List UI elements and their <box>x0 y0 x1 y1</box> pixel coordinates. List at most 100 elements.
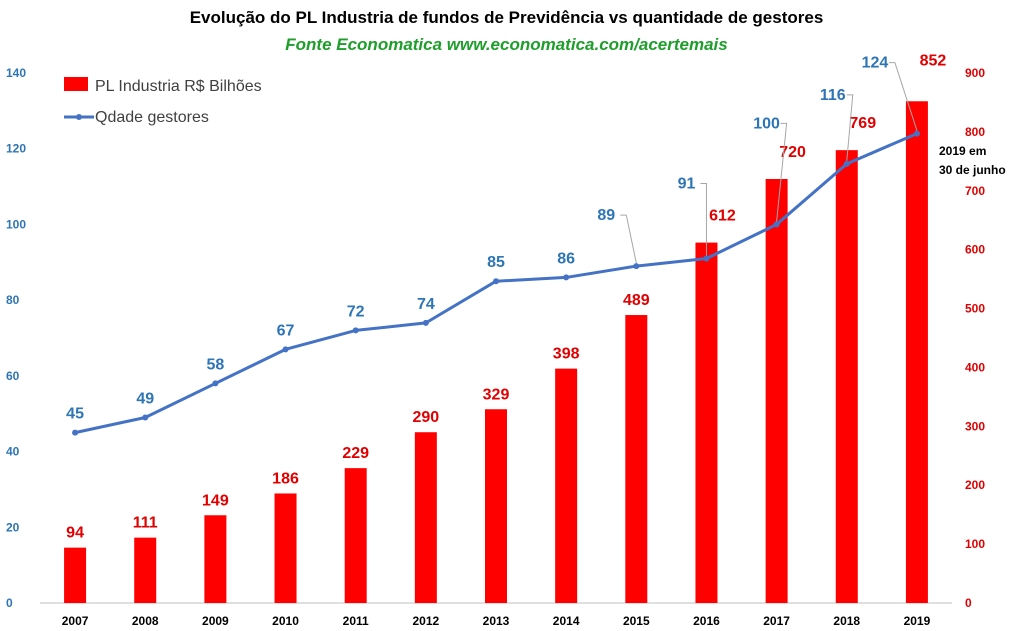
y-left-tick-label: 20 <box>6 520 20 534</box>
point-label-2009: 58 <box>206 356 224 373</box>
point-gestores-2012 <box>422 319 429 326</box>
bar-label-2009: 149 <box>202 492 229 509</box>
point-gestores-2016 <box>703 255 710 262</box>
point-label-2017: 100 <box>753 115 780 132</box>
bar-label-2018: 769 <box>849 115 876 132</box>
bar-pl-2009 <box>204 515 227 603</box>
leader-line-2017 <box>776 122 788 222</box>
y-left-tick-label: 40 <box>6 445 20 459</box>
point-gestores-2017 <box>773 221 780 228</box>
legend-bar-label: PL Industria R$ Bilhões <box>95 78 262 95</box>
annotation: 2019 em 30 de junho <box>939 144 1006 177</box>
bar-label-2007: 94 <box>66 525 84 542</box>
y-right-tick-label: 800 <box>965 125 985 139</box>
x-tick-label: 2014 <box>553 614 580 628</box>
bar-label-2019: 852 <box>920 52 947 69</box>
point-label-2008: 49 <box>136 391 154 408</box>
point-gestores-2018 <box>843 160 850 167</box>
bar-label-2010: 186 <box>272 470 299 487</box>
bar-pl-2019 <box>905 101 928 604</box>
bars-group <box>64 101 928 604</box>
legend-bar-swatch <box>64 77 88 91</box>
bar-label-2015: 489 <box>623 292 650 309</box>
bar-pl-2013 <box>485 409 507 603</box>
bar-pl-2010 <box>274 493 297 603</box>
y-left-tick-label: 140 <box>6 66 26 80</box>
bar-pl-2017 <box>765 179 788 603</box>
point-label-2015: 89 <box>597 207 615 224</box>
y-right-tick-label: 500 <box>965 302 985 316</box>
point-label-2011: 72 <box>347 303 365 320</box>
point-gestores-2008 <box>142 414 149 421</box>
bar-label-2017: 720 <box>779 144 806 161</box>
bar-pl-2018 <box>835 150 858 603</box>
bar-pl-2011 <box>344 468 367 603</box>
leader-line-2015 <box>620 214 637 264</box>
point-gestores-2007 <box>72 429 79 436</box>
y-left-tick-label: 100 <box>6 217 26 231</box>
x-tick-label: 2012 <box>412 614 439 628</box>
point-gestores-2013 <box>493 278 499 285</box>
y-right-tick-label: 900 <box>965 66 985 80</box>
leader-line-2016 <box>700 183 707 256</box>
x-tick-label: 2007 <box>62 614 89 628</box>
x-tick-label: 2017 <box>763 614 790 628</box>
bar-pl-2007 <box>64 547 87 603</box>
y-right-tick-label: 400 <box>965 360 985 374</box>
x-tick-label: 2015 <box>623 614 650 628</box>
y-right-tick-label: 200 <box>965 478 985 492</box>
point-gestores-2011 <box>352 327 359 334</box>
bar-label-2013: 329 <box>483 386 510 403</box>
point-label-2012: 74 <box>417 296 435 313</box>
bar-pl-2008 <box>134 537 157 603</box>
bar-pl-2014 <box>555 368 578 603</box>
y-left-tick-label: 120 <box>6 142 26 156</box>
annotation-line-1: 2019 em <box>939 144 986 158</box>
x-tick-label: 2016 <box>693 614 720 628</box>
point-gestores-2015 <box>633 263 640 270</box>
bar-label-2008: 111 <box>133 515 158 532</box>
line-group <box>72 130 920 436</box>
data-labels-group: 94 111 149 186 229 290 329 398 489 612 720 769 852 45… <box>66 52 946 541</box>
x-tick-label: 2019 <box>904 614 931 628</box>
point-label-2013: 85 <box>487 254 505 271</box>
chart-title: Evolução do PL Industria de fundos de Pr… <box>189 8 824 27</box>
axes-group: 0 20 40 60 80 100 120 140 0 100 200 300 400 500 600 700… <box>6 66 985 628</box>
y-right-tick-label: 100 <box>965 537 985 551</box>
point-label-2018: 116 <box>820 87 846 104</box>
x-tick-label: 2010 <box>272 614 299 628</box>
bar-label-2012: 290 <box>412 409 439 426</box>
x-tick-label: 2008 <box>132 614 159 628</box>
y-left-tick-label: 80 <box>6 293 20 307</box>
bar-label-2016: 612 <box>709 208 736 225</box>
chart-subtitle: Fonte Economatica www.economatica.com/ac… <box>285 35 728 54</box>
point-label-2019: 124 <box>862 55 889 72</box>
y-right-tick-label: 700 <box>965 184 985 198</box>
leader-line-2018 <box>846 94 854 161</box>
x-tick-label: 2009 <box>202 614 229 628</box>
legend: PL Industria R$ Bilhões Qdade gestores <box>64 77 262 126</box>
y-right-tick-label: 0 <box>965 596 972 610</box>
point-label-2014: 86 <box>557 250 575 267</box>
bar-pl-2012 <box>414 432 437 603</box>
x-tick-label: 2013 <box>483 614 510 628</box>
bar-pl-2016 <box>695 242 718 603</box>
y-right-tick-label: 300 <box>965 419 985 433</box>
legend-line-label: Qdade gestores <box>95 109 209 126</box>
y-right-tick-label: 600 <box>965 243 985 257</box>
legend-line-marker <box>76 114 82 120</box>
point-gestores-2009 <box>212 380 219 387</box>
bar-label-2014: 398 <box>553 346 580 363</box>
point-gestores-2010 <box>282 346 289 353</box>
x-tick-label: 2018 <box>833 614 860 628</box>
leader-line-2019 <box>888 62 918 131</box>
bar-label-2011: 229 <box>342 445 369 462</box>
x-tick-label: 2011 <box>343 614 369 628</box>
y-left-tick-label: 0 <box>6 596 13 610</box>
bar-pl-2015 <box>625 315 648 603</box>
point-label-2016: 91 <box>678 176 696 193</box>
point-label-2010: 67 <box>277 322 295 339</box>
y-left-tick-label: 60 <box>6 369 20 383</box>
point-label-2007: 45 <box>66 406 84 423</box>
